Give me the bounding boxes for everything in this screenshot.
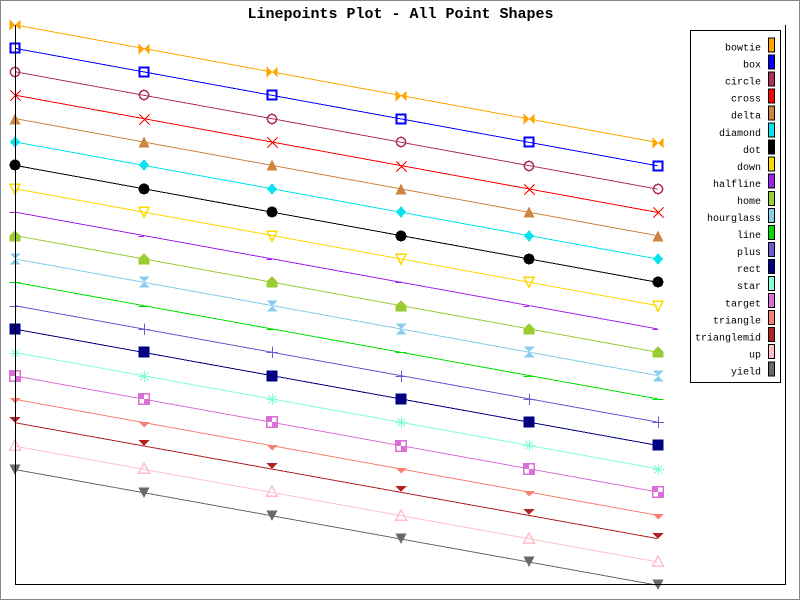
svg-text:circle: circle [725, 77, 761, 89]
svg-text:target: target [725, 299, 761, 310]
svg-text:cross: cross [731, 95, 761, 106]
svg-text:yield: yield [731, 366, 761, 378]
svg-text:dot: dot [743, 145, 761, 157]
svg-text:down: down [737, 162, 761, 174]
svg-text:trianglemid: trianglemid [695, 332, 761, 344]
svg-text:box: box [743, 60, 761, 72]
svg-text:hourglass: hourglass [707, 213, 761, 225]
svg-text:line: line [737, 230, 761, 242]
svg-text:diamond: diamond [719, 128, 761, 140]
svg-text:star: star [737, 282, 761, 293]
svg-text:halfline: halfline [713, 179, 761, 191]
svg-text:rect: rect [737, 265, 761, 276]
svg-text:up: up [749, 350, 761, 361]
svg-text:bowtie: bowtie [725, 43, 761, 55]
svg-text:plus: plus [737, 247, 761, 259]
svg-text:delta: delta [731, 111, 761, 123]
svg-text:home: home [737, 196, 761, 208]
svg-text:triangle: triangle [713, 315, 761, 327]
svg-text:Linepoints Plot - All Point Sh: Linepoints Plot - All Point Shapes [247, 6, 553, 23]
